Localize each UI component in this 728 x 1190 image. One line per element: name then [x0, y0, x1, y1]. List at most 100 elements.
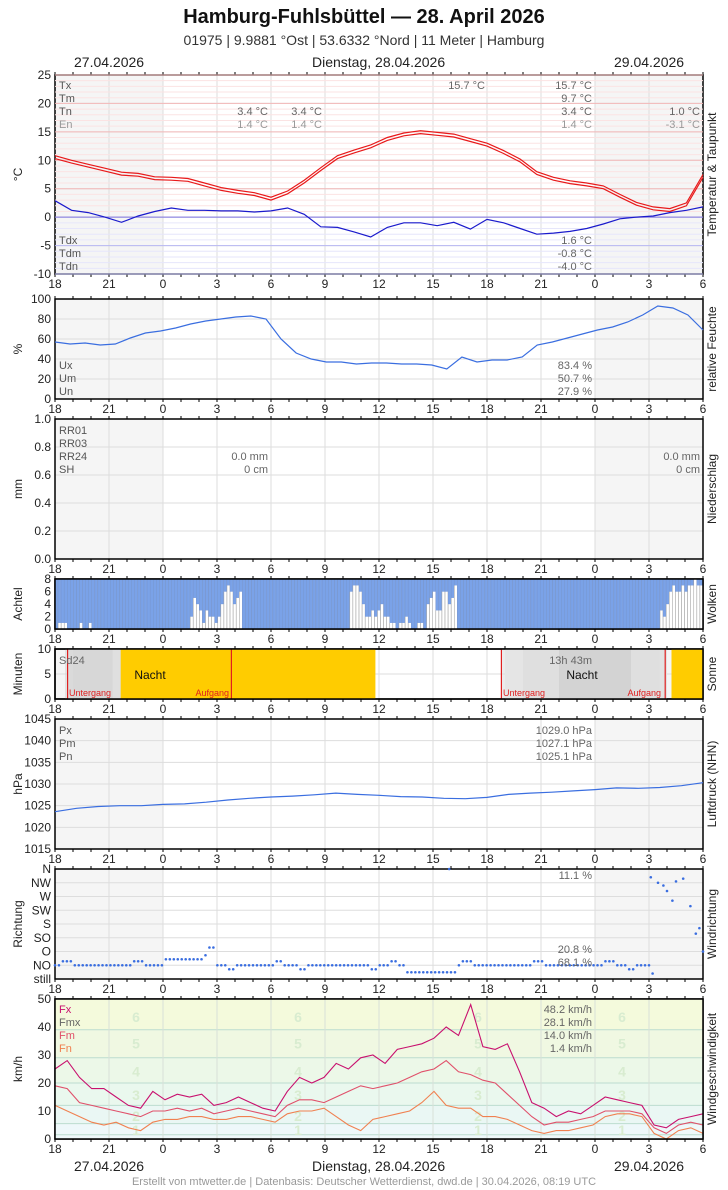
svg-text:3.4 °C: 3.4 °C	[237, 106, 268, 118]
svg-text:9: 9	[322, 562, 329, 576]
svg-text:NO: NO	[33, 958, 51, 972]
svg-text:Fx: Fx	[59, 1004, 72, 1016]
svg-text:6: 6	[44, 585, 51, 599]
svg-text:Niederschlag: Niederschlag	[705, 454, 719, 524]
date-center: Dienstag, 28.04.2026	[312, 54, 446, 70]
svg-text:6: 6	[268, 562, 275, 576]
svg-text:3: 3	[646, 562, 653, 576]
svg-text:20.8 %: 20.8 %	[558, 944, 592, 956]
svg-text:Untergang: Untergang	[69, 688, 111, 698]
svg-text:3: 3	[646, 982, 653, 996]
svg-text:9: 9	[322, 852, 329, 866]
svg-text:1015: 1015	[24, 842, 51, 856]
svg-text:2: 2	[294, 1108, 302, 1124]
svg-text:0 cm: 0 cm	[676, 464, 700, 476]
svg-text:1: 1	[474, 1122, 482, 1138]
svg-text:18: 18	[48, 982, 62, 996]
station-info: 01975 | 9.9881 °Ost | 53.6332 °Nord | 11…	[183, 32, 545, 48]
svg-text:80: 80	[38, 312, 52, 326]
svg-text:Nacht: Nacht	[566, 668, 598, 682]
svg-text:0.6: 0.6	[34, 468, 51, 482]
svg-text:12: 12	[372, 402, 386, 416]
svg-text:1025.1 hPa: 1025.1 hPa	[536, 751, 593, 763]
svg-text:18: 18	[480, 562, 494, 576]
svg-text:3: 3	[646, 852, 653, 866]
svg-text:0: 0	[160, 562, 167, 576]
svg-text:12: 12	[372, 852, 386, 866]
svg-text:Achtel: Achtel	[11, 587, 25, 620]
svg-text:15: 15	[426, 982, 440, 996]
svg-text:3: 3	[646, 1142, 653, 1156]
svg-text:6: 6	[700, 852, 707, 866]
svg-text:0: 0	[44, 392, 51, 406]
svg-text:9: 9	[322, 277, 329, 291]
svg-text:1020: 1020	[24, 820, 51, 834]
svg-text:5: 5	[44, 182, 51, 196]
svg-text:3: 3	[214, 982, 221, 996]
svg-text:100: 100	[31, 292, 51, 306]
svg-text:6: 6	[268, 852, 275, 866]
svg-text:20: 20	[38, 372, 52, 386]
date-row-bottom: 27.04.2026 Dienstag, 28.04.2026 29.04.20…	[0, 1158, 728, 1176]
svg-text:4: 4	[44, 597, 51, 611]
svg-text:3: 3	[214, 562, 221, 576]
svg-text:-10: -10	[34, 267, 52, 281]
svg-text:1035: 1035	[24, 755, 51, 769]
svg-text:14.0 km/h: 14.0 km/h	[544, 1030, 592, 1042]
svg-text:15: 15	[426, 632, 440, 646]
svg-text:18: 18	[48, 277, 62, 291]
svg-text:%: %	[11, 343, 25, 354]
svg-text:W: W	[40, 890, 52, 904]
svg-text:relative Feuchte: relative Feuchte	[705, 306, 719, 392]
svg-text:18: 18	[480, 982, 494, 996]
svg-text:Aufgang: Aufgang	[627, 688, 661, 698]
svg-text:RR03: RR03	[59, 438, 87, 450]
svg-text:Tdx: Tdx	[59, 235, 78, 247]
svg-text:21: 21	[534, 1142, 548, 1156]
svg-text:km/h: km/h	[11, 1056, 25, 1082]
date-right-bottom: 29.04.2026	[614, 1158, 685, 1174]
svg-text:Fn: Fn	[59, 1043, 72, 1055]
svg-text:Tm: Tm	[59, 93, 75, 105]
svg-text:10: 10	[38, 153, 52, 167]
svg-text:O: O	[42, 945, 51, 959]
svg-text:SO: SO	[34, 931, 51, 945]
svg-text:5: 5	[618, 1035, 626, 1051]
svg-text:2: 2	[132, 1108, 140, 1124]
svg-text:3: 3	[214, 632, 221, 646]
sunshine-panel: 10 5 0 Minuten Sonne 18 21 0 3 6 9 12 15 18 21 0 3 6 Sd24 N…	[11, 642, 719, 716]
svg-text:18: 18	[480, 402, 494, 416]
svg-text:9: 9	[322, 402, 329, 416]
svg-text:0: 0	[44, 622, 51, 636]
svg-text:21: 21	[534, 982, 548, 996]
svg-text:SW: SW	[32, 903, 52, 917]
svg-text:Nacht: Nacht	[134, 668, 166, 682]
svg-text:3: 3	[646, 632, 653, 646]
svg-text:50.7 %: 50.7 %	[558, 373, 592, 385]
svg-text:0: 0	[160, 702, 167, 716]
svg-text:6: 6	[474, 1009, 482, 1025]
svg-text:11.1 %: 11.1 %	[559, 870, 593, 882]
svg-text:1: 1	[294, 1122, 302, 1138]
svg-text:21: 21	[102, 277, 116, 291]
svg-text:0: 0	[160, 1142, 167, 1156]
svg-text:5: 5	[294, 1035, 302, 1051]
svg-text:0: 0	[592, 1142, 599, 1156]
svg-text:5: 5	[44, 667, 51, 681]
svg-text:0.0 mm: 0.0 mm	[231, 451, 268, 463]
svg-text:-3.1 °C: -3.1 °C	[666, 119, 700, 131]
svg-text:4: 4	[294, 1063, 302, 1079]
svg-text:2: 2	[44, 610, 51, 624]
svg-text:18: 18	[48, 1142, 62, 1156]
svg-text:0: 0	[592, 982, 599, 996]
svg-text:2: 2	[618, 1108, 626, 1124]
svg-text:-4.0 °C: -4.0 °C	[558, 261, 592, 273]
svg-text:SH: SH	[59, 464, 74, 476]
svg-text:1.4 °C: 1.4 °C	[291, 119, 322, 131]
svg-text:1.4 km/h: 1.4 km/h	[550, 1043, 592, 1055]
svg-text:1029.0 hPa: 1029.0 hPa	[536, 725, 593, 737]
page-title: Hamburg-Fuhlsbüttel — 28. April 2026	[183, 6, 545, 28]
svg-text:8: 8	[44, 572, 51, 586]
svg-text:21: 21	[102, 982, 116, 996]
